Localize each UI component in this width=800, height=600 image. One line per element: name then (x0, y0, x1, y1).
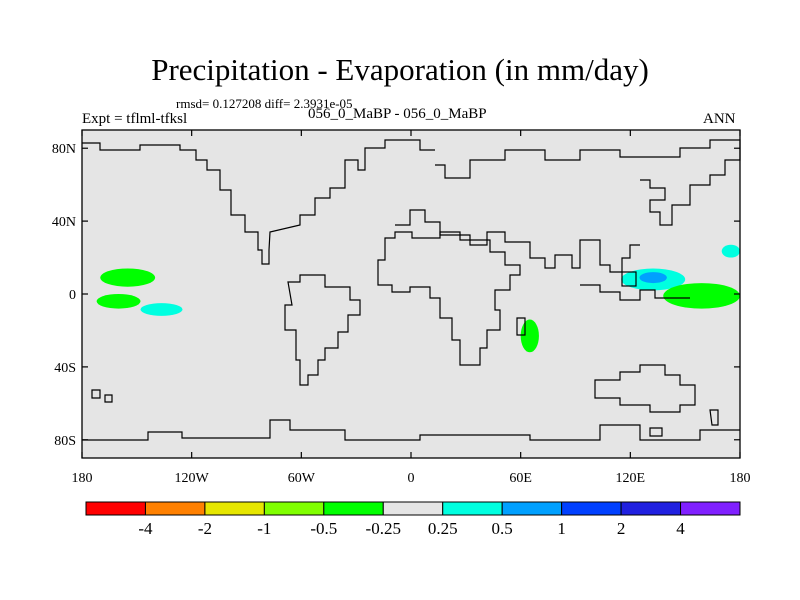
coast-europe-asia (395, 209, 640, 273)
lat-label: 80N (52, 142, 76, 157)
experiment-label: Expt = tflml-tfksl (82, 111, 188, 127)
lon-label: 120W (175, 471, 210, 486)
coast-southeast-asia (580, 284, 690, 301)
lat-label: 80S (54, 434, 76, 449)
colorbar-label: 0.25 (428, 519, 458, 538)
coast-africa (377, 231, 521, 366)
anomaly-blue-indonesia (639, 272, 667, 284)
coast-madagascar (516, 317, 526, 336)
lon-label: 0 (408, 471, 415, 486)
anomaly-cyan-pacific-south (140, 303, 183, 316)
lat-label: 0 (69, 288, 76, 303)
colorbar-box (85, 501, 146, 516)
lon-label: 180 (72, 471, 93, 486)
colorbar-label: -0.25 (366, 519, 401, 538)
coast-antarctica (82, 419, 740, 441)
colorbar-label: -4 (138, 519, 153, 538)
map-panel (81, 129, 741, 459)
colorbar-box (561, 501, 622, 516)
lon-label: 60E (509, 471, 532, 486)
lon-label: 60W (288, 471, 316, 486)
colorbar-box (382, 501, 444, 516)
colorbar-box (323, 501, 384, 516)
colorbar-label: 0.5 (492, 519, 513, 538)
longitude-axis: 180 120W 60W 0 60E 120E 180 (72, 130, 751, 486)
coast-island-box (621, 271, 637, 287)
anomaly-cyan-pacific-northwest (721, 244, 740, 258)
colorbar: -4 -2 -1 -0.5 -0.25 0.25 0.5 1 2 4 (85, 501, 741, 538)
map-background (82, 130, 740, 458)
colorbar-box (501, 501, 563, 516)
lat-label: 40S (54, 361, 76, 376)
lon-label: 120E (616, 471, 646, 486)
lat-label: 40N (52, 215, 76, 230)
colorbar-box (442, 501, 503, 516)
latitude-axis: 80N 40N 0 40S 80S (52, 142, 740, 449)
chart-title: Precipitation - Evaporation (in mm/day) (151, 52, 649, 87)
subtitle: 056_0_MaBP - 056_0_MaBP (308, 106, 487, 122)
coast-new-zealand (709, 409, 719, 426)
anomaly-layer (96, 244, 740, 353)
colorbar-label: 4 (676, 519, 685, 538)
colorbar-box (204, 501, 265, 516)
anomaly-green-pacific-west (663, 283, 740, 309)
coast-australia (594, 364, 696, 413)
anomaly-green-africa-south (520, 319, 539, 353)
coast-south-america (284, 274, 361, 386)
anomaly-green-pacific-south (96, 294, 141, 309)
colorbar-box (263, 501, 325, 516)
colorbar-box (620, 501, 682, 516)
anomaly-green-pacific-north (100, 268, 156, 287)
colorbar-box (680, 501, 741, 516)
lon-label: 180 (730, 471, 751, 486)
stats-text: rmsd= 0.127208 diff= 2.3931e-05 (176, 96, 353, 111)
colorbar-label: -0.5 (310, 519, 337, 538)
colorbar-label: 1 (557, 519, 566, 538)
coast-north-america (82, 139, 435, 265)
colorbar-label: 2 (617, 519, 626, 538)
colorbar-label: -2 (198, 519, 212, 538)
coast-small-islands (91, 389, 663, 437)
colorbar-box (144, 501, 206, 516)
season-label: ANN (703, 111, 736, 127)
colorbar-label: -1 (257, 519, 271, 538)
